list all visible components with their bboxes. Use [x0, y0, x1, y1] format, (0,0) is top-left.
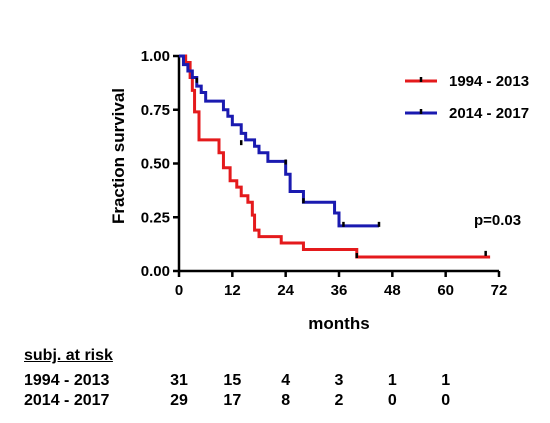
x-tick-label: 60 — [437, 282, 454, 299]
y-tick-label: 0.75 — [141, 102, 170, 119]
y-tick-label: 1.00 — [141, 48, 170, 65]
legend-label: 2014 - 2017 — [449, 105, 529, 122]
legend: 1994 - 2013 2014 - 2017 — [405, 73, 529, 122]
y-tick-label: 0.00 — [141, 263, 170, 280]
x-tick-label: 36 — [331, 282, 348, 299]
series-layer — [179, 54, 491, 259]
y-ticks: 0.00 0.25 0.50 0.75 1.00 — [141, 48, 179, 280]
survival-curve — [179, 54, 379, 228]
x-tick-label: 48 — [384, 282, 401, 299]
x-tick-label: 72 — [491, 282, 508, 299]
series-1 — [179, 54, 491, 259]
x-ticks: 0 12 24 36 48 60 72 — [175, 271, 508, 299]
x-axis-title: months — [308, 314, 369, 333]
y-tick-label: 0.50 — [141, 156, 170, 173]
series-2 — [179, 54, 381, 228]
survival-curve — [179, 54, 491, 259]
legend-label: 1994 - 2013 — [449, 73, 529, 90]
p-value-annotation: p=0.03 — [474, 212, 521, 229]
x-tick-label: 12 — [224, 282, 241, 299]
y-tick-label: 0.25 — [141, 209, 170, 226]
y-axis-title: Fraction survival — [109, 88, 128, 224]
x-tick-label: 24 — [277, 282, 294, 299]
x-tick-label: 0 — [175, 282, 183, 299]
